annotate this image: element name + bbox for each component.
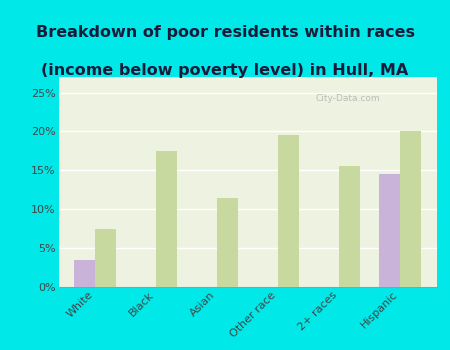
Text: Breakdown of poor residents within races: Breakdown of poor residents within races bbox=[36, 25, 414, 40]
Bar bbox=[278, 135, 299, 287]
Bar bbox=[156, 151, 177, 287]
Bar bbox=[217, 197, 239, 287]
Bar bbox=[378, 174, 400, 287]
Bar bbox=[74, 260, 95, 287]
Text: City-Data.com: City-Data.com bbox=[315, 94, 380, 103]
Bar bbox=[400, 132, 421, 287]
Bar bbox=[95, 229, 117, 287]
Text: (income below poverty level) in Hull, MA: (income below poverty level) in Hull, MA bbox=[41, 63, 409, 78]
Bar bbox=[339, 167, 360, 287]
